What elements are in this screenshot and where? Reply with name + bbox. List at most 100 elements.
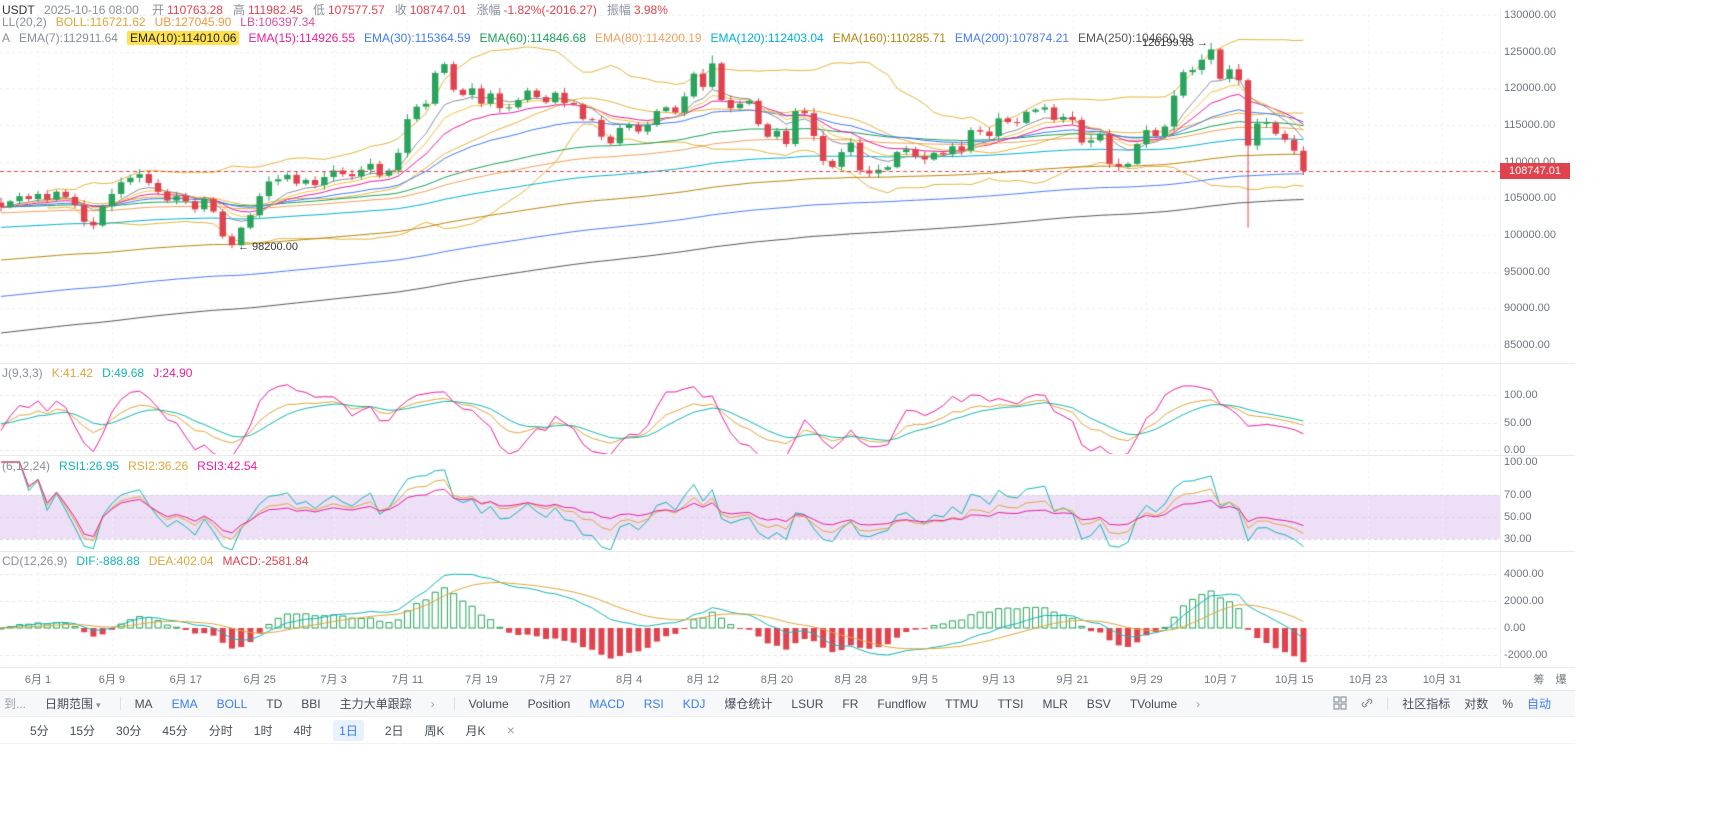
- percent-scale-toggle[interactable]: %: [1502, 696, 1513, 711]
- liquidation-toggle[interactable]: 爆: [1555, 674, 1567, 686]
- timeframe-5min[interactable]: 5分: [30, 723, 49, 738]
- indicator-mlr[interactable]: MLR: [1042, 696, 1068, 711]
- indicator-fundflow[interactable]: Fundflow: [877, 696, 927, 711]
- toolbar-separator: [453, 697, 455, 710]
- ema-legend-item: EMA(60):114846.68: [479, 31, 587, 45]
- timeframe-week[interactable]: 周K: [424, 723, 445, 738]
- x-axis-label: 6月 1: [24, 674, 52, 686]
- ema-legend: A EMA(7):112911.64 EMA(10):114010.06 EMA(15…: [2, 31, 1201, 45]
- panel-divider: [0, 667, 1575, 668]
- x-axis-label: 9月 29: [1130, 674, 1163, 686]
- kdj-legend-item: K:41.42: [51, 366, 94, 380]
- indicator-volume[interactable]: Volume: [468, 696, 509, 711]
- rsi-legend-item: RSI2:36.26: [128, 459, 189, 473]
- date-range-button[interactable]: 日期范围 ▾: [45, 697, 101, 711]
- x-axis-label: 6月 25: [243, 674, 276, 686]
- overlay-more-chevron[interactable]: ›: [430, 696, 435, 711]
- y-axis-label: 30.00: [1504, 533, 1532, 545]
- auto-scale-toggle[interactable]: 自动: [1526, 697, 1551, 711]
- x-axis-label: 9月 21: [1056, 674, 1089, 686]
- y-axis-label: 115000.00: [1504, 119, 1556, 131]
- close-icon[interactable]: ×: [506, 722, 515, 738]
- y-axis-label: 105000.00: [1504, 192, 1556, 205]
- y-axis-label: 100.00: [1504, 456, 1538, 468]
- ohlc-value: 107577.57: [327, 3, 385, 17]
- indicator-rsi[interactable]: RSI: [643, 696, 664, 711]
- timeframe-4hour[interactable]: 4时: [293, 723, 313, 738]
- indicator-position[interactable]: Position: [527, 696, 571, 711]
- rsi-legend-item: RSI1:26.95: [59, 459, 120, 473]
- ohlc-value: 108747.01: [409, 3, 467, 17]
- timeframe-2day[interactable]: 2日: [384, 723, 404, 738]
- timeframe-1day[interactable]: 1日: [333, 719, 364, 741]
- ohlc-label: 收: [394, 3, 407, 17]
- kdj-legend-item: D:49.68: [102, 366, 145, 380]
- indicator-kdj[interactable]: KDJ: [682, 696, 706, 711]
- indicator-lsur[interactable]: LSUR: [791, 696, 824, 711]
- timeframe-15min[interactable]: 15分: [69, 723, 96, 738]
- caret-down-icon: ▾: [96, 700, 101, 710]
- ohlc-label: 高: [232, 3, 245, 17]
- boll-legend-item: UB:127045.90: [154, 15, 232, 29]
- overlay-boll[interactable]: BOLL: [216, 696, 248, 711]
- ema-legend-item: EMA(30):115364.59: [364, 31, 471, 45]
- chip-distribution-toggle[interactable]: 筹: [1533, 674, 1545, 686]
- overlay-bbi[interactable]: BBI: [301, 696, 321, 711]
- x-axis-label: 9月 5: [911, 674, 938, 686]
- indicator-liquidation-stats[interactable]: 爆仓统计: [724, 697, 773, 711]
- boll-legend: LL(20,2) BOLL:116721.62 UB:127045.90 LB:106…: [2, 15, 324, 29]
- indicator-ttmu[interactable]: TTMU: [945, 696, 979, 711]
- x-axis-label: 8月 12: [686, 674, 720, 686]
- ohlc-value: 111982.45: [247, 3, 303, 17]
- goto-button[interactable]: 到...: [4, 697, 27, 711]
- overlay-ma[interactable]: MA: [134, 696, 153, 711]
- x-axis-label: 10月 23: [1348, 674, 1388, 686]
- y-axis-label: 85000.00: [1504, 339, 1550, 351]
- ohlc-value: -1.82%(-2016.27): [503, 3, 597, 17]
- timeframe-45min[interactable]: 45分: [162, 723, 188, 738]
- rsi-legend-item: RSI3:42.54: [197, 459, 258, 473]
- x-axis-label: 10月 7: [1204, 674, 1237, 686]
- indicator-bsv[interactable]: BSV: [1086, 696, 1111, 711]
- x-axis-label: 10月 15: [1274, 674, 1314, 686]
- overlay-td[interactable]: TD: [266, 696, 283, 711]
- overlay-whale-tracking[interactable]: 主力大单跟踪: [339, 697, 412, 711]
- y-axis-label: 0.00: [1504, 622, 1526, 634]
- community-indicators-button[interactable]: 社区指标: [1402, 697, 1451, 711]
- indicator-macd[interactable]: MACD: [589, 696, 625, 711]
- indicator-grid-icon[interactable]: [1333, 696, 1348, 711]
- timeframe-30min[interactable]: 30分: [116, 723, 142, 738]
- kdj-legend-item: J:24.90: [153, 366, 193, 380]
- overlay-ema[interactable]: EMA: [171, 696, 198, 711]
- timeframe-month[interactable]: 月K: [465, 723, 486, 738]
- x-axis-label: 8月 28: [834, 674, 868, 686]
- ema-legend-item: EMA(120):112403.04: [710, 31, 824, 45]
- timeframe-1hour[interactable]: 1时: [253, 723, 273, 738]
- indicator-tvolume[interactable]: TVolume: [1129, 696, 1178, 711]
- chart-canvas[interactable]: [0, 0, 1500, 690]
- time-axis[interactable]: 筹 爆 6月 1 6月 9 6月 17 6月 25 7月 3 7月 11 7月 19 7月 2…: [0, 669, 1575, 688]
- indicator-fr[interactable]: FR: [842, 696, 859, 711]
- ohlc-label: 开: [152, 3, 165, 17]
- ema-legend-item: EMA(250):104660.99: [1078, 31, 1193, 45]
- symbol-label: USDT: [2, 3, 35, 17]
- timeframe-timeshare[interactable]: 分时: [208, 723, 233, 738]
- ema-legend-item: EMA(160):110285.71: [832, 31, 946, 45]
- indicator-ttsi[interactable]: TTSI: [997, 696, 1024, 711]
- indicator-more-chevron[interactable]: ›: [1196, 696, 1201, 711]
- log-scale-toggle[interactable]: 对数: [1464, 697, 1489, 711]
- ohlc-header: USDT 2025-10-16 08:00 开 110763.28 高 111982.…: [2, 1, 678, 18]
- macd-legend-item: DEA:402.04: [148, 554, 214, 568]
- y-axis-label: 100000.00: [1504, 229, 1556, 241]
- boll-legend-item: LB:106397.34: [240, 15, 316, 29]
- y-axis-label: 125000.00: [1504, 45, 1556, 58]
- ohlc-fields: 开 110763.28 高 111982.45 低 107577.57 收 108747.01…: [152, 3, 678, 17]
- price-axis[interactable]: 130000.00 125000.00 120000.00 115000.00 1100…: [1504, 0, 1575, 668]
- ohlc-value: 110763.28: [167, 3, 223, 17]
- link-icon[interactable]: [1360, 696, 1375, 711]
- ema-legend-item: EMA(200):107874.21: [954, 31, 1069, 45]
- ema-legend-item: EMA(80):114200.19: [595, 31, 702, 45]
- timeframe-toolbar: 5分 15分 30分 45分 分时 1时 4时 1日 2日 周K 月K ×: [0, 717, 1575, 744]
- high-price-annotation: 126199.63 →: [1141, 37, 1208, 49]
